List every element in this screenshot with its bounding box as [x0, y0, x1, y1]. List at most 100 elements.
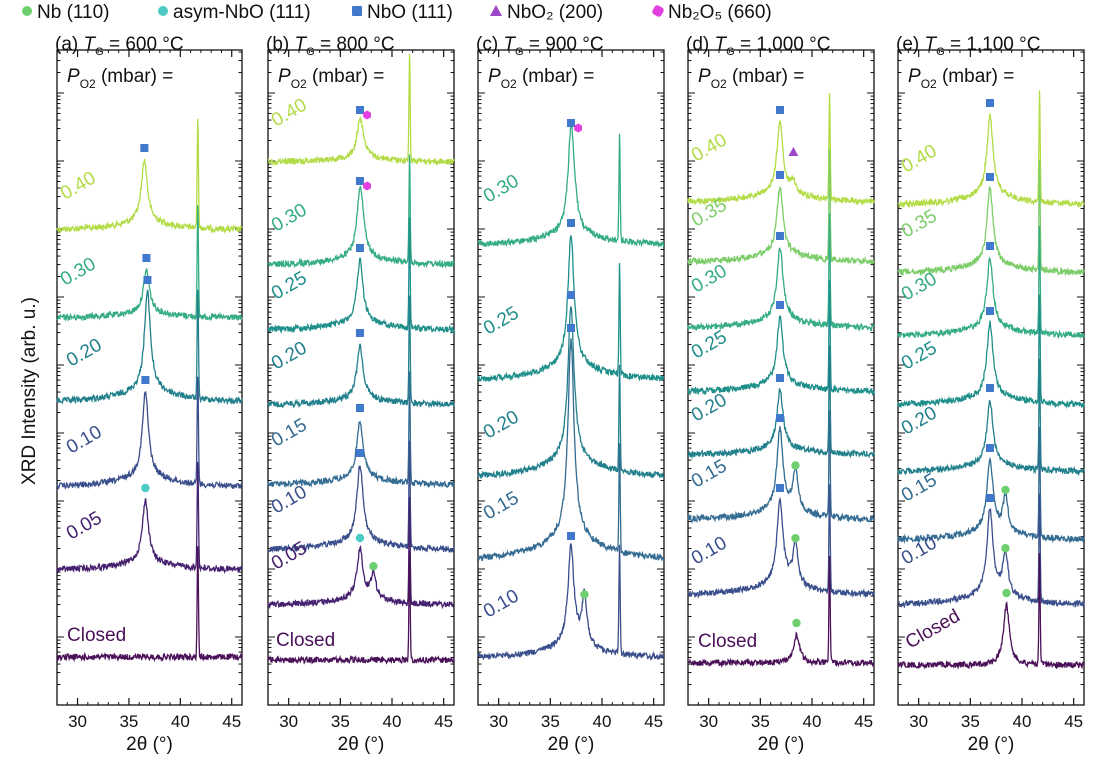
- x-tick-label: 30: [699, 712, 718, 731]
- series-line: [477, 543, 665, 661]
- nbo-marker: [985, 384, 994, 392]
- series-line: [267, 217, 455, 335]
- x-tick-label: 35: [541, 712, 560, 731]
- panel: 30 35 40 45 2θ (°) PO2 (mbar) = 0.40 0.30 0.20 0.…: [56, 49, 243, 755]
- series-label: 0.15: [480, 488, 523, 525]
- circle-marker: [791, 461, 800, 470]
- series-label: 0.40: [898, 141, 941, 178]
- series-label: 0.40: [268, 95, 311, 132]
- series-line: [267, 496, 455, 610]
- series-line: [267, 550, 455, 665]
- series-label: 0.10: [268, 482, 311, 519]
- nbo-marker: [142, 254, 151, 262]
- nbo-marker: [567, 532, 575, 540]
- pressure-label: PO2 (mbar) =: [67, 66, 173, 91]
- x-axis-label: 2θ (°): [126, 734, 173, 755]
- legend-item: asym-NbO (111): [158, 2, 311, 24]
- x-tick-label: 40: [383, 712, 402, 731]
- series-line: [267, 440, 455, 554]
- circle-marker-icon: [158, 5, 168, 16]
- series-label: 0.30: [688, 261, 731, 298]
- series-label: 0.10: [688, 533, 731, 570]
- nb2o5-marker: [574, 123, 582, 133]
- series-label: 0.20: [480, 407, 523, 444]
- nbo-marker: [567, 219, 575, 227]
- legend-label: NbO (111): [367, 2, 453, 23]
- series-label: 0.25: [898, 338, 941, 375]
- series-line: [56, 546, 243, 663]
- series-line: [897, 426, 1085, 545]
- nbo-marker: [567, 324, 575, 332]
- panel: 30 35 40 45 2θ (°) PO2 (mbar) = 0.40 0.30 0.25 0.…: [267, 49, 455, 755]
- square-marker-icon: [352, 5, 362, 16]
- series-line: [897, 160, 1085, 277]
- series-line: [687, 148, 875, 267]
- series-line: [56, 461, 243, 575]
- series-label: Closed: [902, 606, 964, 654]
- nb2o5-marker: [363, 181, 371, 191]
- circle-marker: [791, 534, 800, 543]
- series-line: [897, 294, 1085, 410]
- x-tick-label: 40: [1013, 712, 1032, 731]
- plot-frame: [56, 49, 243, 706]
- x-tick-label: 45: [1064, 712, 1083, 731]
- series-label: Closed: [67, 625, 126, 646]
- series-line: [687, 345, 875, 460]
- series-line: [477, 235, 665, 383]
- series-line: [56, 118, 243, 235]
- nbo-marker: [985, 173, 994, 181]
- series-label: 0.25: [268, 268, 311, 305]
- nbo-marker: [355, 106, 364, 114]
- series-line: [267, 371, 455, 489]
- x-tick-label: 30: [68, 712, 87, 731]
- series-line: [897, 493, 1085, 609]
- series-label: 0.30: [898, 269, 941, 306]
- nbo-marker: [985, 242, 994, 250]
- series-label: 0.40: [688, 130, 731, 167]
- series-label: 0.15: [268, 415, 311, 452]
- x-tick-label: 30: [909, 712, 928, 731]
- series-line: [687, 213, 875, 333]
- circle-marker: [1001, 485, 1010, 495]
- series-label: 0.25: [688, 327, 731, 364]
- x-tick-label: 30: [279, 712, 298, 731]
- pressure-label: PO2 (mbar) =: [698, 66, 804, 91]
- nbo-marker: [140, 144, 149, 152]
- nbo-marker: [355, 449, 364, 457]
- series-line: [687, 92, 875, 207]
- x-tick-label: 40: [803, 712, 822, 731]
- series-label: 0.30: [57, 254, 100, 291]
- pressure-label: PO2 (mbar) =: [908, 66, 1014, 91]
- series-line: [897, 553, 1085, 670]
- nbo-marker: [775, 484, 784, 492]
- legend-item: NbO₂ (200): [490, 2, 603, 24]
- series-line: [687, 556, 875, 669]
- series-label: 0.35: [898, 206, 941, 243]
- x-axis-label: 2θ (°): [338, 734, 385, 755]
- series-label: 0.30: [268, 200, 311, 237]
- triangle-marker-icon: [490, 5, 502, 17]
- series-line: [56, 376, 243, 490]
- series-label: 0.10: [63, 422, 106, 459]
- legend-item: Nb₂O₅ (660): [651, 2, 772, 24]
- series-label: 0.15: [688, 456, 731, 493]
- x-tick-label: 45: [644, 712, 663, 731]
- series-line: [56, 205, 243, 322]
- pressure-label: PO2 (mbar) =: [278, 66, 384, 91]
- x-tick-label: 45: [434, 712, 453, 731]
- series-label: 0.10: [480, 586, 523, 623]
- x-axis-label: 2θ (°): [968, 734, 1015, 755]
- legend-label: Nb₂O₅ (660): [668, 2, 772, 23]
- nbo2-marker: [788, 147, 799, 156]
- x-axis-label: 2θ (°): [548, 734, 595, 755]
- nbo-marker: [985, 307, 994, 315]
- legend-label: Nb (110): [37, 2, 110, 23]
- series-line: [687, 410, 875, 524]
- series-label: 0.05: [268, 538, 311, 575]
- nbo-marker: [567, 119, 575, 127]
- circle-marker: [355, 533, 365, 543]
- nbo-marker: [775, 374, 784, 382]
- nbo-marker: [775, 414, 784, 422]
- series-line: [267, 154, 455, 269]
- nbo-marker: [985, 99, 994, 107]
